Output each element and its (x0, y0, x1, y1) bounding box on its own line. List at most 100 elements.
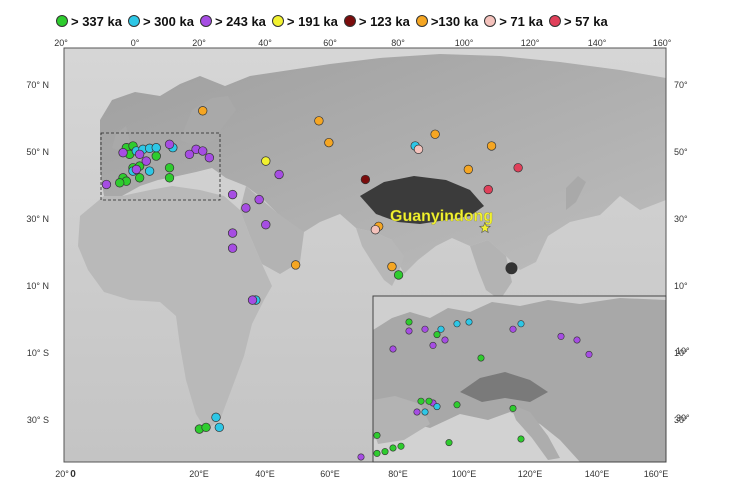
legend-item: > 337 ka (56, 14, 122, 29)
site-marker (151, 142, 161, 153)
inset-site-marker (517, 320, 525, 328)
inset-site-marker (445, 439, 453, 447)
left-lat-label: 50° N (26, 147, 49, 157)
legend-item: > 57 ka (548, 13, 608, 29)
right-lat-label: 50° (674, 147, 688, 157)
site-marker (198, 106, 208, 116)
site-marker (387, 261, 397, 272)
site-marker (247, 295, 258, 305)
inset-site-marker (405, 318, 413, 326)
site-marker (430, 129, 440, 139)
left-lat-label: 70° N (26, 80, 49, 90)
site-marker (314, 116, 324, 126)
site-marker (241, 203, 251, 213)
guanyindong-star-icon (478, 221, 491, 234)
top-lon-label: 140° (588, 38, 607, 48)
site-marker (115, 178, 125, 188)
bottom-lon-label: 80°E (388, 469, 408, 479)
top-lon-label: 20° (192, 38, 206, 48)
inset-site-marker (421, 408, 429, 416)
site-marker (201, 422, 211, 433)
site-marker (291, 260, 301, 270)
site-marker (413, 144, 424, 154)
site-marker (227, 189, 238, 200)
legend-swatch (484, 15, 497, 27)
inset-site-marker (413, 408, 421, 416)
inset-site-marker (557, 332, 565, 340)
legend-label: > 300 ka (142, 13, 194, 29)
legend-swatch (415, 15, 428, 27)
legend-item: > 300 ka (127, 13, 194, 29)
inset-site-marker (477, 354, 485, 362)
site-marker (486, 141, 497, 151)
legend-label: > 243 ka (214, 13, 266, 29)
left-lat-label: 30° N (26, 214, 49, 224)
left-axis: 70° N 50° N 30° N 10° N 10° S 30° S (26, 80, 49, 425)
inset-site-marker (509, 325, 517, 333)
legend-swatch (199, 15, 212, 27)
guanyindong-star (478, 221, 491, 234)
site-marker (184, 149, 195, 160)
large-dark-dot (505, 262, 518, 275)
legend-label: > 191 ka (286, 13, 338, 29)
tibetan-plateau (360, 176, 484, 224)
inset-site-marker (405, 327, 413, 335)
site-marker (393, 270, 404, 280)
inset-frame (372, 295, 667, 463)
site-marker (134, 173, 145, 183)
top-lon-label: 20° (54, 38, 68, 48)
site-marker (274, 169, 284, 180)
site-marker (164, 139, 175, 149)
legend-swatch (343, 15, 356, 27)
top-axis: 20° 0° 20° 40° 60° 80° 100° 120° 140° 16… (54, 38, 672, 48)
inset-site-marker (509, 404, 517, 412)
bottom-lon-label: 120°E (518, 469, 543, 479)
italy (510, 404, 560, 460)
legend-label: > 337 ka (71, 13, 122, 29)
top-lon-label: 40° (258, 38, 272, 48)
site-marker (164, 163, 175, 173)
bottom-lon-label: 100°E (452, 469, 477, 479)
bottom-axis: 20° 0 20°E 40°E 60°E 80°E 100°E 120°E 14… (55, 469, 668, 480)
inset-site-marker (429, 341, 437, 349)
site-marker (261, 220, 271, 230)
inset-lat-label: 30° (676, 413, 690, 423)
top-lon-label: 120° (521, 38, 540, 48)
site-marker (483, 184, 493, 195)
arabia (240, 186, 304, 274)
inset-site-marker (573, 336, 581, 344)
site-marker (214, 422, 224, 433)
inset-site-marker (373, 449, 381, 457)
site-marker (164, 173, 175, 183)
inset-site-marker (357, 453, 365, 461)
legend-label: > 57 ka (563, 13, 608, 29)
site-marker (227, 228, 238, 238)
site-marker (118, 148, 128, 158)
guanyindong-label: Guanyindong (390, 208, 493, 225)
inset-site-marker (433, 403, 441, 411)
eurasia-landmass (100, 54, 666, 274)
left-lat-label: 30° S (27, 415, 49, 425)
site-marker (151, 151, 161, 161)
japan (566, 176, 586, 210)
inset-site-marker (433, 331, 441, 339)
legend-swatch (56, 15, 68, 27)
bottom-lon-label: 20°E (189, 469, 209, 479)
africa-landmass (78, 186, 272, 430)
alps (460, 372, 548, 402)
bottom-lon-label: 140°E (585, 469, 610, 479)
legend-label: >130 ka (430, 13, 479, 29)
inset-site-marker (441, 336, 449, 344)
legend-item: > 71 ka (484, 14, 543, 29)
top-lon-label: 80° (391, 38, 405, 48)
site-marker (198, 146, 208, 156)
legend-swatch (548, 15, 561, 27)
site-marker (131, 164, 141, 175)
scandinavia (180, 96, 236, 148)
main-sites (101, 106, 523, 434)
legend-swatch (127, 15, 140, 27)
site-marker (324, 137, 334, 148)
site-marker (141, 156, 151, 166)
